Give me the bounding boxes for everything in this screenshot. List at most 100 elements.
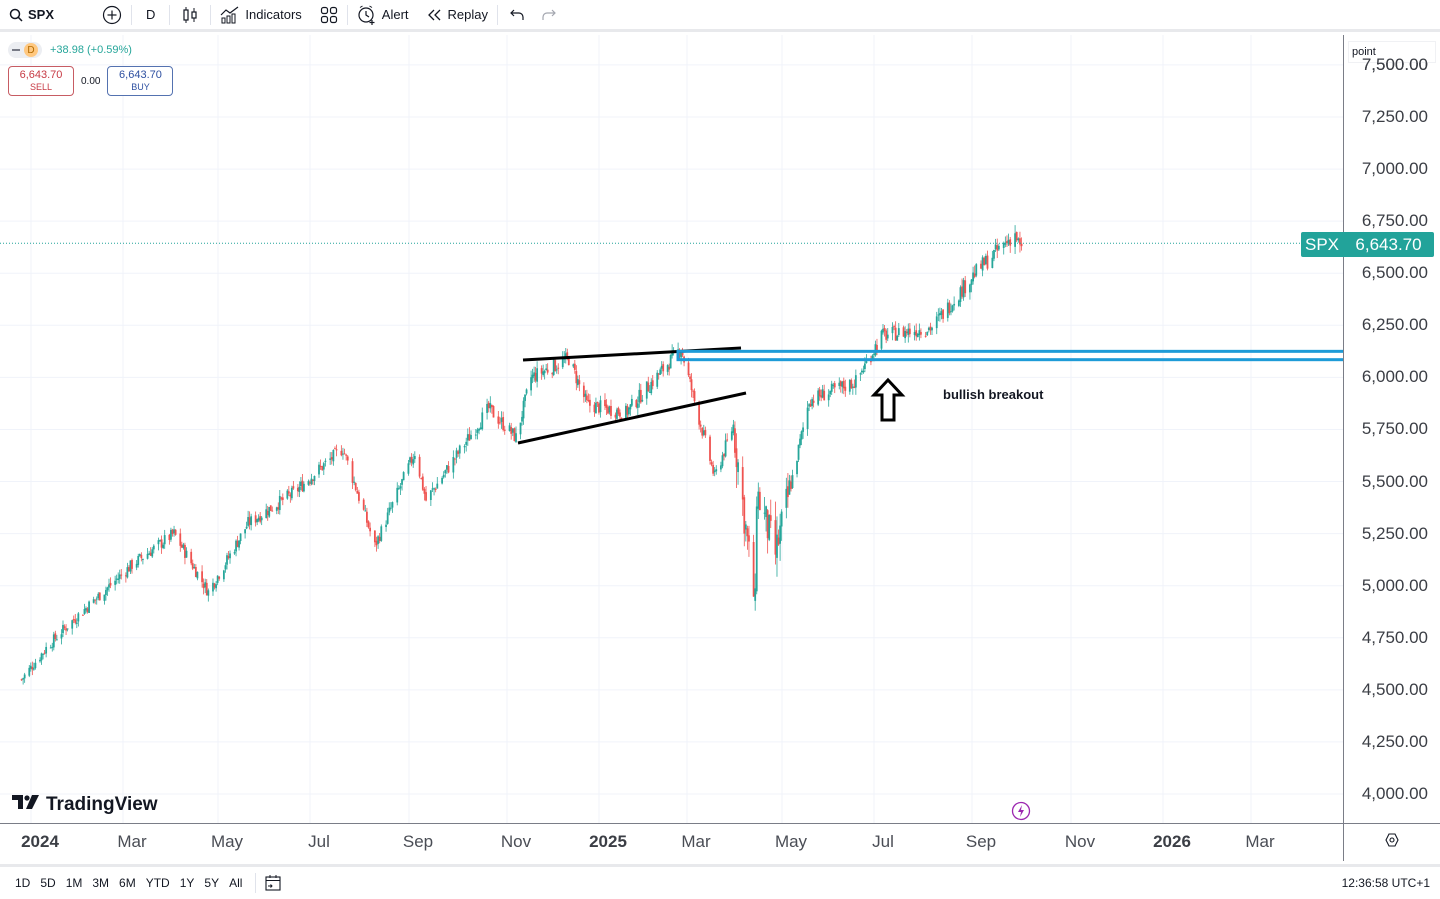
candle-body[interactable]: [913, 332, 916, 335]
candle-body[interactable]: [254, 515, 257, 523]
candle-body[interactable]: [29, 665, 32, 669]
candle-body[interactable]: [318, 464, 320, 475]
candle-body[interactable]: [894, 327, 897, 341]
candle-body[interactable]: [639, 389, 642, 403]
candle-body[interactable]: [702, 430, 705, 435]
candle-body[interactable]: [860, 370, 863, 373]
candle-body[interactable]: [292, 486, 295, 489]
candle-body[interactable]: [28, 667, 31, 676]
candle-body[interactable]: [721, 455, 724, 467]
candle-body[interactable]: [578, 380, 581, 385]
candle-body[interactable]: [1019, 238, 1021, 245]
candle-body[interactable]: [105, 590, 107, 596]
candle-body[interactable]: [746, 528, 749, 537]
candle-body[interactable]: [463, 446, 466, 448]
interval-button[interactable]: D: [132, 0, 169, 29]
candle-body[interactable]: [380, 526, 383, 541]
candle-body[interactable]: [698, 401, 701, 425]
compare-symbol-button[interactable]: [93, 0, 131, 29]
candle-body[interactable]: [128, 567, 130, 572]
candle-body[interactable]: [196, 571, 199, 579]
alert-button[interactable]: Alert: [348, 0, 418, 29]
candle-body[interactable]: [34, 662, 37, 669]
candle-body[interactable]: [75, 622, 78, 624]
candle-body[interactable]: [218, 576, 221, 579]
candle-body[interactable]: [159, 540, 161, 542]
events-lightning-icon[interactable]: [1011, 801, 1031, 821]
candle-body[interactable]: [335, 449, 338, 451]
candle-body[interactable]: [83, 609, 86, 614]
candle-body[interactable]: [593, 404, 596, 413]
candle-body[interactable]: [935, 316, 938, 329]
candle-body[interactable]: [983, 257, 986, 266]
candle-body[interactable]: [106, 587, 109, 591]
candle-body[interactable]: [22, 678, 25, 680]
candle-body[interactable]: [605, 404, 608, 408]
candle-body[interactable]: [120, 574, 123, 576]
candle-body[interactable]: [830, 383, 833, 392]
candle-body[interactable]: [566, 352, 569, 357]
range-button-all[interactable]: All: [229, 876, 243, 890]
candle-body[interactable]: [407, 463, 410, 474]
candle-body[interactable]: [850, 380, 853, 389]
candle-body[interactable]: [386, 512, 389, 524]
candle-body[interactable]: [476, 429, 479, 433]
candle-body[interactable]: [207, 590, 210, 596]
candle-body[interactable]: [180, 544, 183, 548]
candle-body[interactable]: [534, 372, 537, 381]
candle-body[interactable]: [931, 327, 933, 331]
candle-body[interactable]: [647, 382, 650, 392]
candle-body[interactable]: [185, 550, 188, 558]
candle-body[interactable]: [42, 653, 44, 655]
candle-body[interactable]: [765, 506, 767, 518]
candle-body[interactable]: [604, 399, 606, 407]
candle-body[interactable]: [170, 529, 172, 540]
candle-body[interactable]: [98, 592, 101, 601]
candle-body[interactable]: [402, 472, 405, 481]
candle-body[interactable]: [117, 578, 120, 580]
candle-body[interactable]: [43, 652, 46, 654]
candle-body[interactable]: [163, 535, 166, 545]
candle-body[interactable]: [687, 362, 690, 376]
candle-body[interactable]: [692, 390, 694, 392]
candle-body[interactable]: [940, 311, 943, 315]
candle-body[interactable]: [431, 488, 434, 490]
candle-body[interactable]: [616, 409, 618, 419]
candle-body[interactable]: [712, 464, 715, 474]
candle-body[interactable]: [796, 460, 798, 475]
candle-body[interactable]: [235, 540, 237, 552]
candle-body[interactable]: [871, 355, 874, 361]
candle-body[interactable]: [465, 441, 468, 445]
candle-body[interactable]: [436, 483, 439, 489]
candle-body[interactable]: [470, 435, 472, 440]
candle-body[interactable]: [511, 428, 514, 433]
candle-body[interactable]: [354, 483, 357, 491]
candle-body[interactable]: [818, 389, 821, 397]
candle-body[interactable]: [648, 391, 651, 393]
chart-settings-button[interactable]: [1343, 823, 1440, 861]
candle-body[interactable]: [131, 559, 133, 569]
candle-body[interactable]: [190, 551, 193, 564]
candle-body[interactable]: [213, 583, 216, 588]
candle-body[interactable]: [961, 286, 963, 297]
candle-body[interactable]: [226, 555, 228, 565]
candle-body[interactable]: [239, 533, 242, 541]
candle-body[interactable]: [447, 465, 450, 473]
candle-body[interactable]: [515, 433, 517, 442]
candle-body[interactable]: [690, 379, 693, 391]
candle-body[interactable]: [307, 481, 310, 485]
candle-body[interactable]: [524, 394, 526, 401]
candle-body[interactable]: [256, 519, 259, 523]
candle-body[interactable]: [373, 530, 376, 543]
candle-body[interactable]: [993, 249, 995, 259]
candle-body[interactable]: [135, 563, 138, 568]
candle-body[interactable]: [811, 399, 814, 406]
candle-body[interactable]: [103, 594, 106, 601]
candle-body[interactable]: [280, 497, 283, 499]
candle-body[interactable]: [286, 490, 289, 499]
candle-body[interactable]: [883, 327, 886, 332]
replay-button[interactable]: Replay: [418, 0, 497, 29]
candle-body[interactable]: [584, 393, 587, 397]
candle-body[interactable]: [969, 284, 971, 293]
candle-body[interactable]: [298, 486, 301, 492]
